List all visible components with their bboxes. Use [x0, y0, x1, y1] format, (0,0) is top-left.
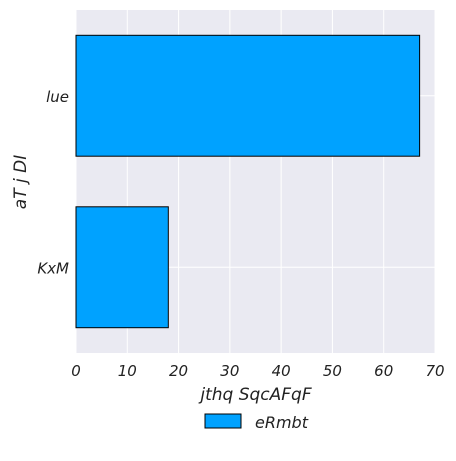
- x-tick-labels: 0 10 20 30 40 50 60 70: [71, 362, 444, 380]
- legend-swatch: [204, 413, 242, 429]
- legend: eRmbt: [204, 413, 309, 432]
- x-tick-label: 0: [71, 362, 81, 380]
- x-tick-label: 20: [169, 362, 188, 380]
- x-tick-label: 40: [272, 362, 291, 380]
- x-tick-label: 30: [220, 362, 239, 380]
- bar-kxm: [75, 206, 169, 329]
- bar-lue: [75, 34, 421, 157]
- x-tick-label: 60: [374, 362, 393, 380]
- bars: [75, 34, 421, 329]
- y-tick-labels: lue KxM: [37, 88, 69, 278]
- x-axis-title: jthq SqcAFqF: [198, 385, 311, 405]
- x-tick-label: 10: [118, 362, 137, 380]
- x-tick-label: 50: [323, 362, 342, 380]
- legend-label: eRmbt: [255, 413, 309, 432]
- y-tick-label: KxM: [37, 259, 69, 277]
- y-axis-title: aT j DI: [11, 155, 31, 209]
- y-tick-label: lue: [46, 88, 69, 106]
- x-tick-label: 70: [425, 362, 444, 380]
